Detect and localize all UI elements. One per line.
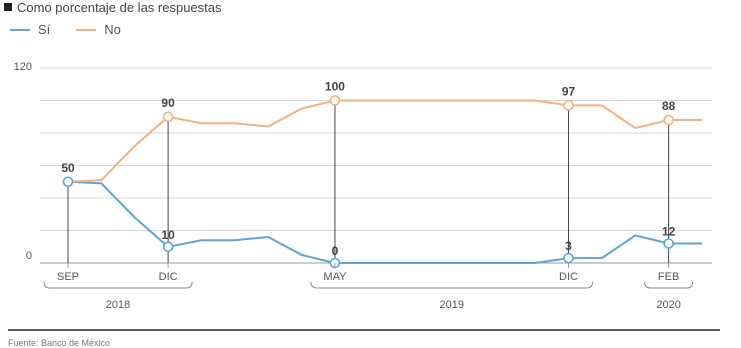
- data-point-no: [162, 111, 174, 123]
- caption-text: Como porcentaje de las respuestas: [17, 0, 222, 15]
- legend-label-no: No: [104, 22, 121, 37]
- data-label-no: 97: [562, 84, 576, 98]
- data-point-no: [563, 100, 574, 111]
- data-label-no: 100: [325, 80, 345, 94]
- year-label: 2020: [656, 299, 680, 311]
- year-bracket: [644, 281, 694, 289]
- data-label-si: 12: [662, 225, 676, 239]
- caption-square-icon: [4, 3, 12, 11]
- x-tick-label: SEP: [57, 271, 79, 283]
- data-point-no: [329, 95, 341, 106]
- series-line-no: [67, 99, 702, 183]
- x-tick-label: MAY: [323, 271, 347, 283]
- data-label-no: 90: [161, 96, 175, 110]
- year-label: 2019: [439, 299, 463, 311]
- legend-label-si: Sí: [38, 22, 51, 37]
- year-label: 2018: [106, 299, 130, 311]
- data-point-si: [162, 241, 174, 253]
- source-note: Fuente: Banco de México: [8, 338, 111, 348]
- legend-item-no: No: [76, 22, 121, 37]
- data-label: 50: [61, 161, 75, 175]
- x-tick-label: FEB: [658, 271, 679, 283]
- data-point-no: [663, 114, 674, 126]
- y-tick-label: 120: [14, 61, 32, 73]
- data-label-no: 88: [662, 99, 676, 113]
- data-point-si: [62, 176, 74, 188]
- data-label-si: 0: [332, 244, 339, 258]
- legend-swatch-no: [76, 28, 97, 31]
- data-label-si: 10: [161, 228, 175, 242]
- year-bracket: [43, 281, 193, 289]
- legend: Sí No: [10, 22, 121, 37]
- chart-caption: Como porcentaje de las respuestas: [4, 0, 222, 15]
- legend-item-si: Sí: [10, 22, 50, 37]
- year-bracket: [310, 281, 594, 289]
- x-tick-label: DIC: [159, 271, 178, 283]
- x-tick-label: DIC: [559, 271, 578, 283]
- data-label-si: 3: [565, 239, 572, 253]
- legend-swatch-si: [10, 28, 30, 31]
- y-tick-label: 0: [26, 250, 32, 262]
- data-point-si: [663, 238, 674, 249]
- data-point-si: [563, 252, 574, 264]
- series-line-si: [67, 180, 702, 264]
